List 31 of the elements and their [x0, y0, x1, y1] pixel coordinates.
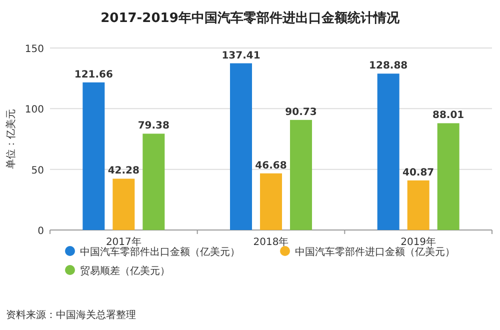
data-label: 40.87: [402, 167, 434, 178]
x-tick-label: 2018年: [253, 236, 289, 248]
x-tick-label: 2017年: [106, 236, 142, 248]
bar: [437, 123, 460, 230]
bar: [230, 63, 252, 230]
y-axis-title: 单位：亿美元: [5, 109, 17, 169]
data-label: 42.28: [108, 166, 140, 177]
data-label: 128.88: [369, 60, 408, 72]
bar: [290, 120, 312, 230]
data-label: 121.66: [74, 69, 113, 80]
bar: [142, 134, 165, 230]
y-tick-label: 100: [24, 104, 44, 116]
legend-label: 中国汽车零部件出口金额（亿美元）: [80, 246, 240, 258]
data-label: 137.41: [222, 50, 260, 62]
bar: [377, 74, 400, 230]
data-label: 46.68: [255, 160, 287, 172]
data-label: 90.73: [285, 106, 317, 118]
data-label: 79.38: [138, 120, 170, 132]
data-label: 88.01: [432, 110, 464, 122]
legend-label: 贸易顺差（亿美元）: [80, 265, 170, 277]
bar: [260, 173, 282, 230]
bar: [82, 82, 105, 230]
y-tick-label: 150: [24, 44, 44, 55]
x-tick-label: 2019年: [400, 236, 436, 248]
chart-title: 2017-2019年中国汽车零部件进出口金额统计情况: [100, 10, 400, 26]
text: 资料来源：中国海关总署整理: [6, 309, 136, 321]
y-tick-label: 0: [38, 226, 44, 237]
bar: [407, 180, 430, 230]
y-tick-label: 50: [31, 165, 44, 176]
bar: [112, 178, 135, 230]
legend-label: 中国汽车零部件进口金额（亿美元）: [295, 246, 455, 258]
